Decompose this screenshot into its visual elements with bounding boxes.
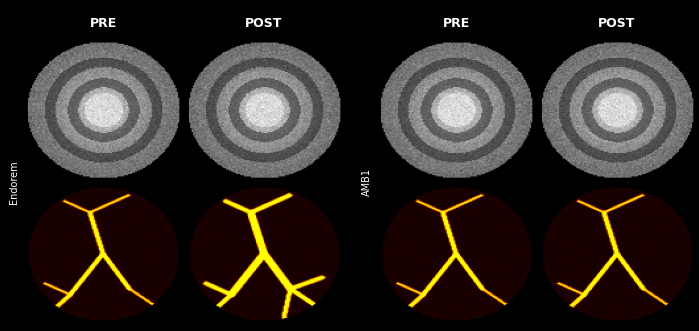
Text: POST: POST: [245, 18, 282, 30]
Text: PRE: PRE: [442, 18, 470, 30]
Text: AMB1: AMB1: [362, 168, 372, 196]
Text: Endorem: Endorem: [9, 160, 19, 204]
Text: PRE: PRE: [89, 18, 117, 30]
Text: POST: POST: [598, 18, 635, 30]
